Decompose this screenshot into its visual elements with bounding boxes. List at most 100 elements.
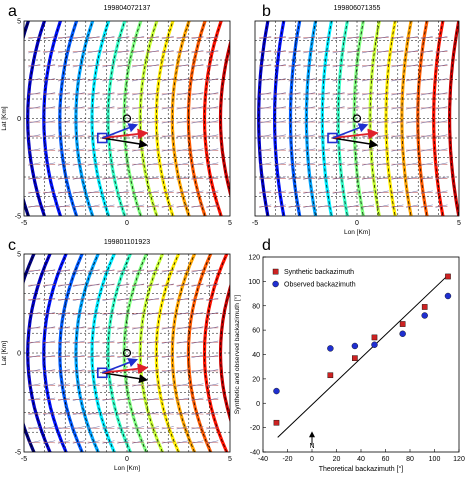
slowness-arrow [161, 270, 174, 272]
slowness-arrow [43, 297, 56, 301]
slowness-arrow [87, 354, 100, 358]
slowness-arrow [191, 440, 204, 444]
y-tick-label: 60 [252, 328, 260, 335]
slowness-arrow [57, 205, 70, 208]
slowness-arrow [57, 78, 71, 82]
slowness-arrow [435, 106, 448, 110]
slowness-arrow [317, 92, 330, 96]
slowness-arrow [391, 64, 404, 68]
slowness-arrow [273, 78, 286, 82]
slowness-arrow [161, 205, 174, 208]
slowness-arrow [361, 106, 375, 110]
slowness-arrow [161, 312, 174, 316]
slowness-arrow [206, 92, 219, 96]
slowness-arrow [132, 340, 145, 344]
slowness-arrow [406, 204, 419, 208]
slowness-arrow [57, 383, 71, 387]
slowness-arrow [176, 297, 189, 301]
slowness-arrow [273, 120, 286, 124]
slowness-arrow [206, 411, 219, 416]
slowness-arrow [161, 397, 174, 401]
slowness-arrow [361, 36, 375, 40]
slowness-arrow [57, 162, 71, 166]
slowness-arrow [161, 413, 174, 415]
slowness-arrow [273, 106, 286, 110]
slowness-arrow [273, 50, 286, 54]
model-contour [139, 21, 158, 216]
slowness-arrow [87, 397, 100, 401]
slowness-arrow [332, 36, 345, 40]
axes-frame [254, 20, 460, 217]
slowness-arrow [206, 369, 219, 373]
slowness-arrow [206, 270, 219, 272]
slowness-arrow [206, 441, 219, 444]
slowness-arrow [273, 176, 286, 180]
slowness-arrow [317, 78, 330, 82]
slowness-arrow [146, 204, 160, 208]
slowness-arrow [259, 64, 272, 68]
model-contour [59, 254, 83, 452]
slowness-arrow [206, 340, 219, 344]
slowness-arrow [132, 50, 145, 54]
slowness-arrow [406, 120, 419, 124]
observed-point [399, 330, 406, 337]
slowness-arrow [132, 297, 145, 301]
slowness-arrow [87, 148, 100, 152]
slowness-arrow [117, 411, 130, 416]
slowness-arrow [406, 148, 419, 152]
slowness-arrow [132, 148, 145, 152]
slowness-arrow [57, 92, 71, 96]
slowness-arrow [406, 176, 419, 180]
slowness-arrow [420, 134, 433, 138]
slowness-arrow [102, 106, 115, 110]
slowness-arrow [43, 369, 56, 373]
slowness-arrow [206, 354, 219, 358]
slowness-arrow [43, 204, 56, 208]
x-tick-label: -5 [21, 456, 27, 463]
slowness-arrow [28, 106, 41, 110]
model-contour [204, 21, 222, 216]
synthetic-point [371, 334, 378, 341]
slowness-arrow [376, 50, 389, 54]
slowness-arrow [435, 120, 448, 124]
slowness-arrow [191, 312, 204, 316]
slowness-arrow [161, 204, 174, 208]
slowness-arrow [191, 413, 204, 415]
y-axis-label: Lat [Km] [1, 106, 8, 130]
slowness-arrow [191, 269, 204, 273]
slowness-arrow [72, 369, 85, 373]
y-tick-label: 80 [252, 303, 260, 310]
slowness-arrow [102, 92, 115, 96]
model-contour [171, 21, 190, 216]
slowness-arrow [102, 411, 115, 416]
y-tick-label: 5 [17, 252, 21, 259]
slowness-arrow [102, 427, 115, 429]
slowness-arrow [361, 176, 375, 180]
slowness-arrow [420, 176, 433, 180]
wavefront-contour [400, 21, 413, 216]
slowness-arrow [43, 269, 56, 273]
slowness-arrow [72, 427, 85, 429]
observed-vector [101, 123, 139, 139]
slowness-arrow [435, 148, 448, 152]
slowness-arrow [332, 92, 345, 96]
slowness-arrow [72, 383, 85, 387]
slowness-arrow [28, 64, 41, 68]
slowness-arrow [288, 148, 301, 152]
slowness-arrow [102, 297, 115, 301]
y-tick-label: -5 [15, 450, 21, 457]
slowness-arrow [132, 92, 145, 96]
slowness-arrow [102, 397, 115, 401]
slowness-arrow [102, 270, 115, 272]
slowness-arrow [43, 134, 56, 138]
slowness-arrow [206, 269, 219, 273]
slowness-arrow [191, 283, 204, 287]
slowness-arrow [288, 120, 301, 124]
slowness-arrow [57, 441, 70, 444]
slowness-arrow [87, 162, 100, 166]
slowness-arrow [72, 176, 85, 180]
slowness-arrow [28, 283, 41, 287]
slowness-arrow [391, 78, 404, 82]
panel-b: -5 0 5 199806071355 b Lon [Km] [252, 3, 461, 236]
slowness-arrow [376, 64, 389, 68]
